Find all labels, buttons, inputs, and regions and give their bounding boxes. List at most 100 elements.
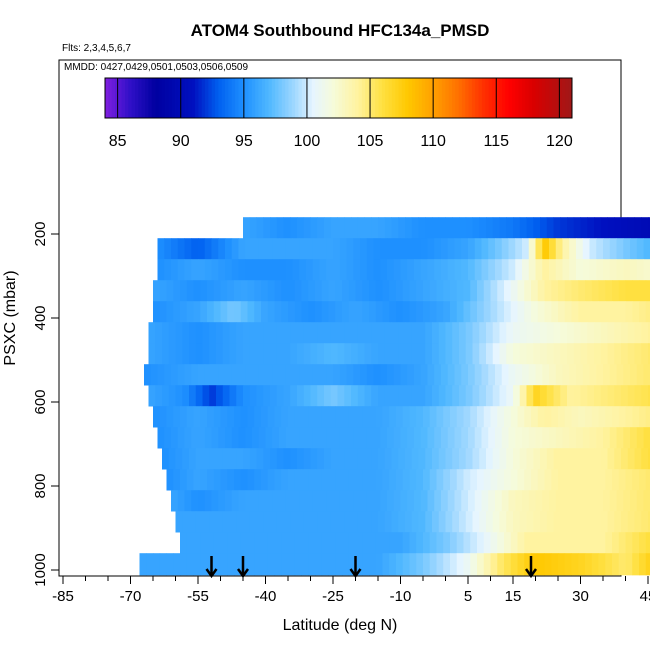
heat-cell [198, 427, 206, 449]
heat-cell [454, 364, 462, 386]
heat-cell [596, 490, 604, 512]
colorbar-segment [195, 78, 199, 118]
colorbar-segment [511, 78, 516, 118]
colorbar-segment [165, 78, 169, 118]
heat-cell [634, 385, 642, 407]
heat-cell [247, 553, 255, 576]
heat-cell [308, 301, 316, 323]
heat-cell [380, 259, 388, 281]
heat-cell [256, 322, 264, 344]
heat-cell [227, 469, 235, 491]
heat-cell [355, 406, 363, 428]
heat-cell [328, 406, 336, 428]
heat-cell [481, 364, 489, 386]
heat-cell [531, 469, 539, 491]
heat-cell [486, 385, 494, 407]
heat-cell [537, 553, 545, 576]
heat-cell [522, 259, 530, 281]
heat-cell [625, 406, 633, 428]
heat-cell [236, 322, 244, 344]
heat-band [144, 364, 650, 386]
heat-cell [614, 385, 622, 407]
heat-cell [355, 301, 363, 323]
heat-cell [418, 343, 426, 365]
heat-cell [456, 406, 464, 428]
heat-cell [450, 280, 458, 302]
heat-cell [405, 511, 413, 533]
colorbar-segment [115, 78, 119, 118]
heat-cell [191, 238, 199, 260]
heat-cell [279, 490, 287, 512]
heat-cell [258, 427, 266, 449]
heat-cell [346, 259, 354, 281]
heat-cell [198, 238, 206, 260]
heat-cell [409, 553, 417, 576]
heat-cell [445, 343, 453, 365]
heat-cell [258, 259, 266, 281]
heat-cell [360, 238, 368, 260]
heat-cell [645, 280, 650, 302]
heat-band [180, 532, 650, 554]
heat-cell [594, 322, 602, 344]
heat-cell [301, 469, 309, 491]
heat-cell [175, 322, 183, 344]
heat-cell [508, 238, 516, 260]
heat-cell [249, 322, 257, 344]
heat-cell [645, 532, 650, 554]
heat-cell [353, 238, 361, 260]
heat-cell [515, 490, 523, 512]
colorbar-segment [201, 78, 206, 118]
heat-cell [427, 490, 435, 512]
heat-cell [182, 343, 190, 365]
heat-cell [483, 280, 491, 302]
heat-cell [481, 490, 489, 512]
heat-cell [513, 217, 521, 239]
heat-cell [596, 259, 604, 281]
heat-cell [528, 490, 536, 512]
dates-note: MMDD: 0427,0429,0501,0503,0506,0509 [64, 62, 248, 73]
heat-cell [285, 427, 293, 449]
heat-cell [290, 385, 298, 407]
heat-cell [477, 280, 485, 302]
heat-cell [488, 259, 496, 281]
profile-arrows [205, 556, 538, 579]
heat-cell [362, 469, 370, 491]
heat-cell [436, 301, 444, 323]
heat-cell [623, 490, 631, 512]
heat-cell [463, 532, 471, 554]
heat-cell [542, 364, 550, 386]
colorbar-segment [125, 78, 129, 118]
heat-cell [540, 322, 548, 344]
heat-cell [450, 553, 458, 576]
heat-cell [461, 490, 469, 512]
heat-cell [580, 217, 588, 239]
heat-cell [634, 322, 642, 344]
heat-cell [366, 427, 374, 449]
heat-cell [382, 553, 390, 576]
heat-cell [337, 448, 345, 470]
colorbar-segment [211, 78, 216, 118]
heat-cell [211, 427, 219, 449]
heat-cell [598, 301, 606, 323]
heat-cell [531, 406, 539, 428]
heat-cell [409, 301, 417, 323]
heat-cell [312, 427, 320, 449]
heat-cell [276, 385, 284, 407]
heat-cell [438, 322, 446, 344]
heat-cell [585, 469, 593, 491]
heat-cell [465, 511, 473, 533]
heat-cell [274, 532, 282, 554]
heat-band [148, 322, 650, 344]
colorbar-segment [225, 78, 229, 118]
heat-cell [416, 553, 424, 576]
colorbar-segment [318, 78, 323, 118]
heat-cell [627, 322, 635, 344]
colorbar-segment [271, 78, 276, 118]
heat-cell [535, 259, 543, 281]
colorbar-segment [361, 78, 366, 118]
heat-cell [510, 553, 518, 576]
heat-cell [265, 259, 273, 281]
colorbar-segment [458, 78, 463, 118]
heat-cell [171, 259, 179, 281]
heat-cell [643, 259, 650, 281]
